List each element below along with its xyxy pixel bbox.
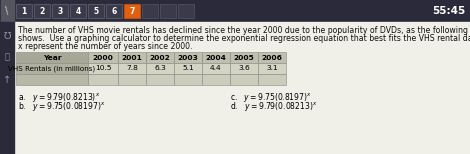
FancyBboxPatch shape xyxy=(52,4,68,18)
Text: 5: 5 xyxy=(94,6,99,16)
Bar xyxy=(16,74,88,85)
Bar xyxy=(88,52,118,63)
Bar xyxy=(88,74,118,85)
Bar xyxy=(230,74,258,85)
Text: shows.  Use a graphing calculator to determine the exponential regression equati: shows. Use a graphing calculator to dete… xyxy=(18,34,470,43)
Text: 1: 1 xyxy=(21,6,27,16)
Bar xyxy=(88,63,118,74)
FancyBboxPatch shape xyxy=(70,4,86,18)
Bar xyxy=(258,52,286,63)
Bar xyxy=(142,4,158,18)
Text: Year: Year xyxy=(43,55,61,61)
FancyBboxPatch shape xyxy=(34,4,50,18)
Text: 5.1: 5.1 xyxy=(182,65,194,71)
Bar xyxy=(202,63,230,74)
Bar xyxy=(174,52,202,63)
Bar xyxy=(160,4,176,18)
Text: 2002: 2002 xyxy=(149,55,170,61)
Bar xyxy=(146,52,174,63)
Bar xyxy=(146,74,174,85)
Text: 6.3: 6.3 xyxy=(154,65,166,71)
Bar xyxy=(178,4,194,18)
Bar xyxy=(174,74,202,85)
Text: 2005: 2005 xyxy=(234,55,254,61)
Text: 7: 7 xyxy=(129,6,135,16)
Bar xyxy=(14,22,470,154)
Text: 2: 2 xyxy=(39,6,45,16)
Bar xyxy=(230,63,258,74)
Text: ℧: ℧ xyxy=(3,31,11,41)
Text: 6: 6 xyxy=(111,6,117,16)
Text: 3: 3 xyxy=(57,6,63,16)
Text: b.   $y=9.75(0.08197)^x$: b. $y=9.75(0.08197)^x$ xyxy=(18,100,106,113)
Text: VHS Rentals (in millions): VHS Rentals (in millions) xyxy=(8,65,95,72)
Bar xyxy=(118,52,146,63)
FancyBboxPatch shape xyxy=(124,4,140,18)
Bar xyxy=(16,52,88,63)
Bar xyxy=(0,0,470,22)
Bar xyxy=(202,74,230,85)
Text: 2004: 2004 xyxy=(205,55,227,61)
Text: 55:45: 55:45 xyxy=(432,6,465,16)
Text: ⌹: ⌹ xyxy=(5,53,9,61)
Text: x represent the number of years since 2000.: x represent the number of years since 20… xyxy=(18,42,193,51)
Text: 3.6: 3.6 xyxy=(238,65,250,71)
Bar xyxy=(16,63,88,74)
Text: 2000: 2000 xyxy=(93,55,113,61)
Text: 7.8: 7.8 xyxy=(126,65,138,71)
Bar xyxy=(146,63,174,74)
Text: 4: 4 xyxy=(75,6,81,16)
Text: c.   $y=9.75(0.8197)^x$: c. $y=9.75(0.8197)^x$ xyxy=(230,91,312,104)
Text: 2003: 2003 xyxy=(178,55,198,61)
FancyBboxPatch shape xyxy=(16,4,32,18)
FancyBboxPatch shape xyxy=(106,4,122,18)
FancyBboxPatch shape xyxy=(88,4,104,18)
Text: /: / xyxy=(3,6,11,16)
Bar xyxy=(230,52,258,63)
Text: 3.1: 3.1 xyxy=(266,65,278,71)
Bar xyxy=(258,74,286,85)
Text: 4.4: 4.4 xyxy=(210,65,222,71)
Text: The number of VHS movie rentals has declined since the year 2000 due to the popu: The number of VHS movie rentals has decl… xyxy=(18,26,470,35)
Text: 2006: 2006 xyxy=(262,55,282,61)
Text: 10.5: 10.5 xyxy=(95,65,111,71)
Bar xyxy=(118,74,146,85)
Bar xyxy=(0,22,14,154)
Bar xyxy=(202,52,230,63)
Bar xyxy=(174,63,202,74)
Text: a.   $y=9.79(0.8213)^x$: a. $y=9.79(0.8213)^x$ xyxy=(18,91,100,104)
Text: ↑: ↑ xyxy=(3,75,11,85)
Text: d.   $y=9.79(0.08213)^x$: d. $y=9.79(0.08213)^x$ xyxy=(230,100,318,113)
Bar xyxy=(258,63,286,74)
Bar xyxy=(118,63,146,74)
Bar xyxy=(1,0,14,22)
Text: 2001: 2001 xyxy=(122,55,142,61)
